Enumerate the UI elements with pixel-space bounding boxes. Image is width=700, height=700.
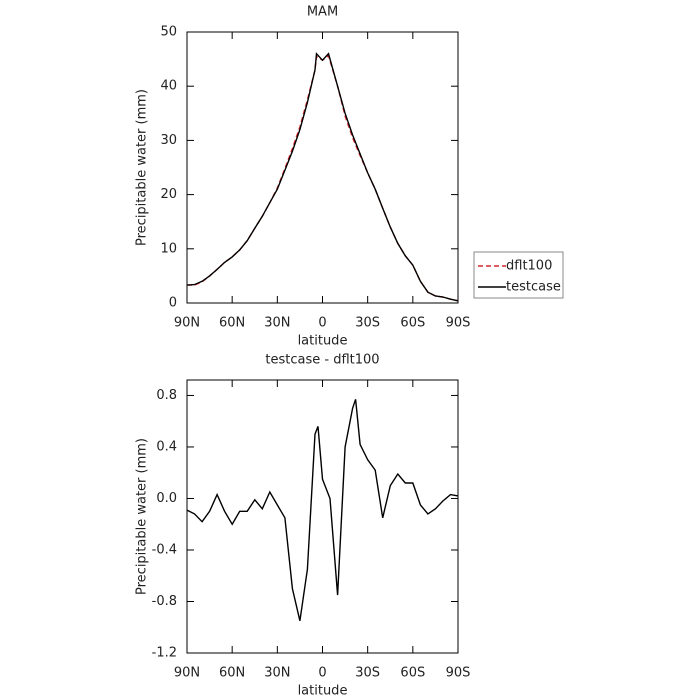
x-tick-label: 30S — [355, 316, 380, 331]
data-line — [186, 399, 459, 621]
plot-frame — [186, 31, 459, 304]
x-tick-label: 60S — [400, 316, 425, 331]
chart-title: MAM — [307, 5, 338, 20]
x-tick-label: 90N — [174, 316, 200, 331]
x-tick-label: 90N — [174, 666, 200, 681]
y-axis-label: Precipitable water (mm) — [135, 438, 150, 595]
x-tick-label: 0 — [318, 316, 326, 331]
y-tick-label: 10 — [160, 241, 177, 256]
y-tick-label: 40 — [160, 79, 177, 94]
x-tick-label: 90S — [446, 316, 471, 331]
data-line — [187, 54, 459, 302]
y-tick-label: 0.4 — [156, 439, 177, 454]
x-axis-label: latitude — [298, 334, 348, 349]
x-tick-label: 30N — [264, 316, 290, 331]
x-tick-label: 30N — [264, 666, 290, 681]
x-tick-label: 90S — [446, 666, 471, 681]
x-tick-label: 30S — [355, 666, 380, 681]
x-tick-label: 60N — [219, 666, 245, 681]
x-axis-label: latitude — [298, 684, 348, 699]
y-axis-label: Precipitable water (mm) — [135, 89, 150, 246]
y-tick-label: -0.4 — [152, 542, 177, 557]
legend-box — [473, 251, 564, 299]
y-tick-label: -1.2 — [152, 646, 177, 661]
y-tick-label: 30 — [160, 133, 177, 148]
data-line — [186, 52, 459, 302]
legend-label: dflt100 — [506, 259, 552, 274]
y-tick-label: -0.8 — [152, 594, 177, 609]
y-tick-label: 50 — [160, 25, 177, 40]
x-tick-label: 0 — [318, 666, 326, 681]
chart-title: testcase - dflt100 — [265, 353, 379, 368]
y-tick-label: 0.0 — [156, 491, 177, 506]
x-tick-label: 60N — [219, 316, 245, 331]
legend-label: testcase — [506, 280, 561, 295]
y-tick-label: 0 — [169, 296, 177, 311]
x-tick-label: 60S — [400, 666, 425, 681]
y-tick-label: 0.8 — [156, 388, 177, 403]
y-tick-label: 20 — [160, 187, 177, 202]
